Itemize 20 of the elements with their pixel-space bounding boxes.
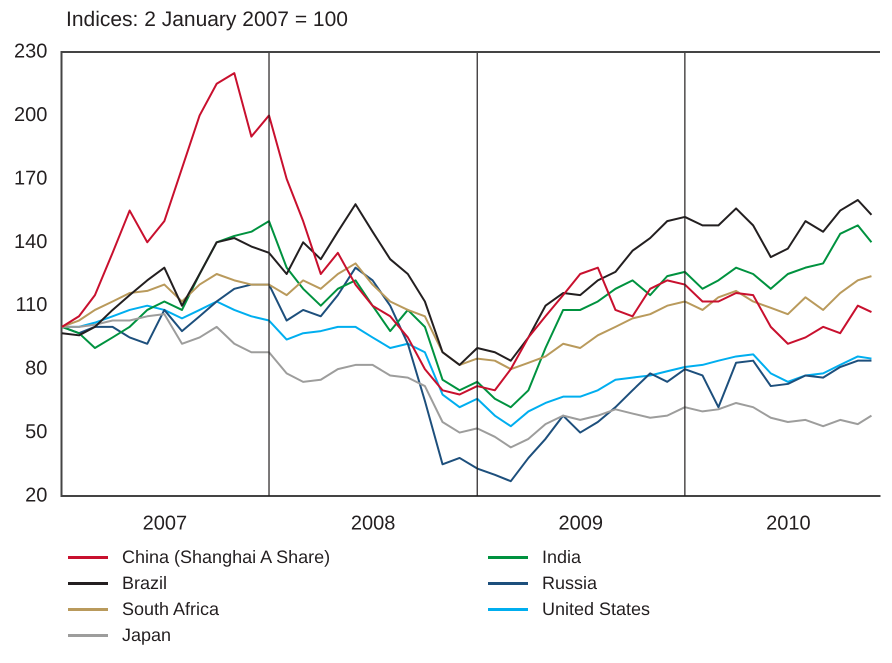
x-tick-label: 2009 <box>558 512 604 535</box>
legend-label: China (Shanghai A Share) <box>122 546 330 568</box>
y-tick-label: 200 <box>14 104 48 126</box>
y-axis-title: Indices: 2 January 2007 = 100 <box>65 8 349 33</box>
legend-label: India <box>542 546 582 568</box>
y-tick-label: 50 <box>25 421 48 444</box>
legend-label: Brazil <box>122 572 168 594</box>
legend-label: Russia <box>542 572 598 594</box>
y-tick-label: 110 <box>15 294 48 316</box>
y-tick-label: 140 <box>14 230 48 253</box>
legend-label: Japan <box>122 624 172 646</box>
y-tick-label: 170 <box>14 167 48 190</box>
x-tick-label: 2010 <box>766 512 811 535</box>
x-tick-label: 2007 <box>142 512 188 535</box>
y-tick-label: 80 <box>25 358 48 380</box>
legend-label: United States <box>542 598 650 620</box>
y-tick-label: 230 <box>14 40 48 63</box>
y-tick-label: 20 <box>25 484 48 507</box>
legend-label: South Africa <box>122 598 220 620</box>
x-tick-label: 2008 <box>350 512 396 535</box>
